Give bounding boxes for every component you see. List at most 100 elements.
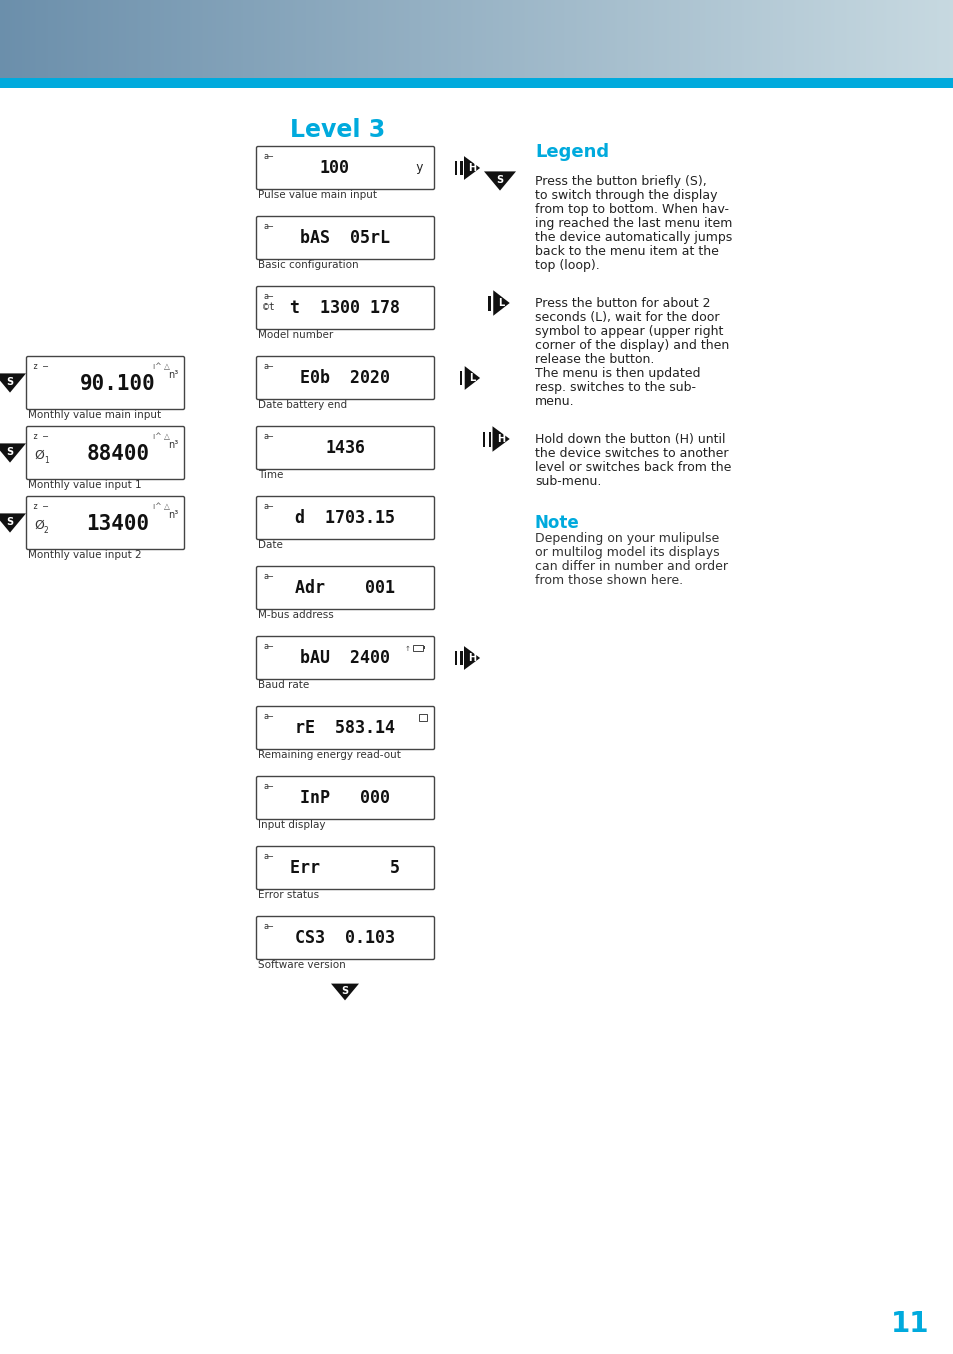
- Bar: [677, 0, 678, 79]
- Bar: [418, 714, 427, 720]
- Bar: [673, 0, 675, 79]
- Bar: [740, 0, 741, 79]
- Bar: [455, 0, 456, 79]
- Text: level or switches back from the: level or switches back from the: [535, 460, 731, 474]
- Bar: [810, 0, 811, 79]
- Bar: [868, 0, 869, 79]
- Bar: [11, 0, 12, 79]
- Bar: [811, 0, 812, 79]
- Bar: [206, 0, 207, 79]
- Bar: [361, 0, 363, 79]
- Bar: [219, 0, 220, 79]
- Bar: [627, 0, 628, 79]
- Bar: [683, 0, 684, 79]
- Bar: [900, 0, 901, 79]
- Bar: [159, 0, 160, 79]
- Bar: [106, 0, 107, 79]
- Bar: [606, 0, 607, 79]
- Bar: [769, 0, 770, 79]
- Text: z –: z –: [33, 362, 48, 371]
- Bar: [264, 0, 265, 79]
- Bar: [443, 0, 444, 79]
- Bar: [848, 0, 849, 79]
- Bar: [302, 0, 303, 79]
- Bar: [663, 0, 664, 79]
- Bar: [509, 0, 510, 79]
- Bar: [645, 0, 646, 79]
- Bar: [252, 0, 253, 79]
- Bar: [675, 0, 676, 79]
- Text: InP   000: InP 000: [300, 789, 390, 807]
- Bar: [407, 0, 408, 79]
- Bar: [666, 0, 667, 79]
- Bar: [718, 0, 719, 79]
- Bar: [15, 0, 16, 79]
- Bar: [355, 0, 356, 79]
- Bar: [687, 0, 688, 79]
- Bar: [132, 0, 133, 79]
- Bar: [351, 0, 352, 79]
- Bar: [497, 0, 498, 79]
- Bar: [692, 0, 693, 79]
- Bar: [537, 0, 538, 79]
- Text: top (loop).: top (loop).: [535, 259, 599, 272]
- Bar: [419, 0, 420, 79]
- Bar: [917, 0, 918, 79]
- Bar: [719, 0, 720, 79]
- Bar: [49, 0, 50, 79]
- Bar: [268, 0, 269, 79]
- Bar: [118, 0, 119, 79]
- Bar: [496, 0, 497, 79]
- Text: ©t: ©t: [263, 302, 274, 311]
- Bar: [400, 0, 401, 79]
- Bar: [56, 0, 57, 79]
- Bar: [243, 0, 244, 79]
- Text: t  1300 178: t 1300 178: [291, 299, 400, 317]
- Bar: [331, 0, 332, 79]
- Bar: [51, 0, 52, 79]
- Text: Monthly value main input: Monthly value main input: [28, 410, 161, 420]
- Bar: [745, 0, 746, 79]
- Bar: [883, 0, 884, 79]
- Bar: [578, 0, 579, 79]
- Bar: [559, 0, 560, 79]
- Bar: [621, 0, 622, 79]
- Bar: [53, 0, 54, 79]
- Bar: [930, 0, 931, 79]
- Bar: [401, 0, 402, 79]
- Bar: [690, 0, 691, 79]
- Bar: [154, 0, 156, 79]
- Bar: [737, 0, 738, 79]
- Bar: [517, 0, 518, 79]
- Bar: [890, 0, 891, 79]
- Bar: [170, 0, 171, 79]
- Bar: [366, 0, 367, 79]
- Bar: [586, 0, 587, 79]
- Bar: [867, 0, 868, 79]
- Bar: [167, 0, 168, 79]
- Bar: [457, 0, 458, 79]
- Bar: [99, 0, 100, 79]
- Bar: [315, 0, 316, 79]
- Bar: [543, 0, 544, 79]
- Text: 2: 2: [44, 525, 49, 535]
- Bar: [907, 0, 908, 79]
- Bar: [236, 0, 237, 79]
- Bar: [29, 0, 30, 79]
- Bar: [0, 0, 1, 79]
- Bar: [287, 0, 288, 79]
- Bar: [747, 0, 748, 79]
- Bar: [270, 0, 271, 79]
- Bar: [470, 0, 471, 79]
- Bar: [735, 0, 737, 79]
- Bar: [440, 0, 441, 79]
- Bar: [246, 0, 247, 79]
- Bar: [475, 0, 476, 79]
- Bar: [628, 0, 629, 79]
- Bar: [558, 0, 559, 79]
- Bar: [245, 0, 246, 79]
- Bar: [728, 0, 729, 79]
- Bar: [242, 0, 243, 79]
- Bar: [339, 0, 340, 79]
- Bar: [807, 0, 808, 79]
